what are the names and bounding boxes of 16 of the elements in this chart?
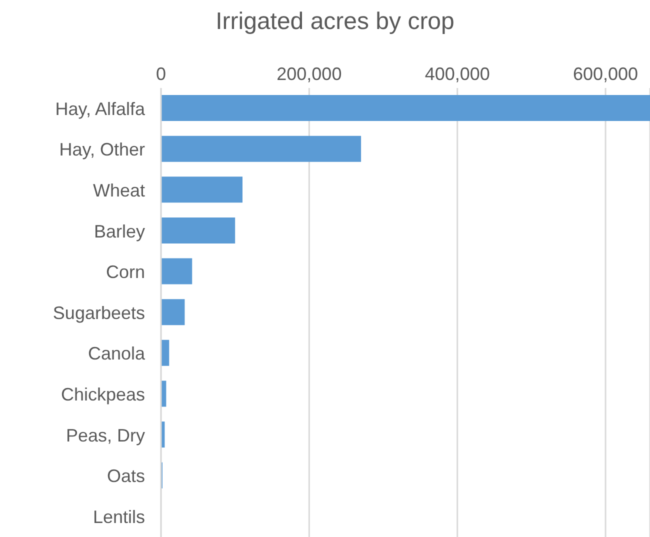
chart-title: Irrigated acres by crop [214, 7, 456, 37]
y-tick-label: Peas, Dry [66, 425, 145, 446]
y-tick-label: Lentils [92, 506, 145, 527]
y-tick-label: Chickpeas [60, 384, 145, 405]
y-tick-label: Canola [88, 344, 146, 364]
x-tick-label: 0 [156, 64, 166, 84]
x-tick-label: 200,000 [276, 64, 342, 84]
y-tick-label: Sugarbeets [52, 302, 145, 323]
y-tick-label: Oats [106, 466, 145, 486]
x-tick-label: 600,000 [573, 64, 638, 84]
y-tick-label: Hay, Alfalfa [55, 98, 146, 119]
y-tick-label: Barley [94, 221, 145, 242]
y-tick-label: Wheat [92, 180, 145, 200]
y-tick-label: Corn [106, 262, 145, 282]
y-tick-label: Hay, Other [59, 140, 145, 160]
x-tick-label: 400,000 [424, 64, 490, 84]
